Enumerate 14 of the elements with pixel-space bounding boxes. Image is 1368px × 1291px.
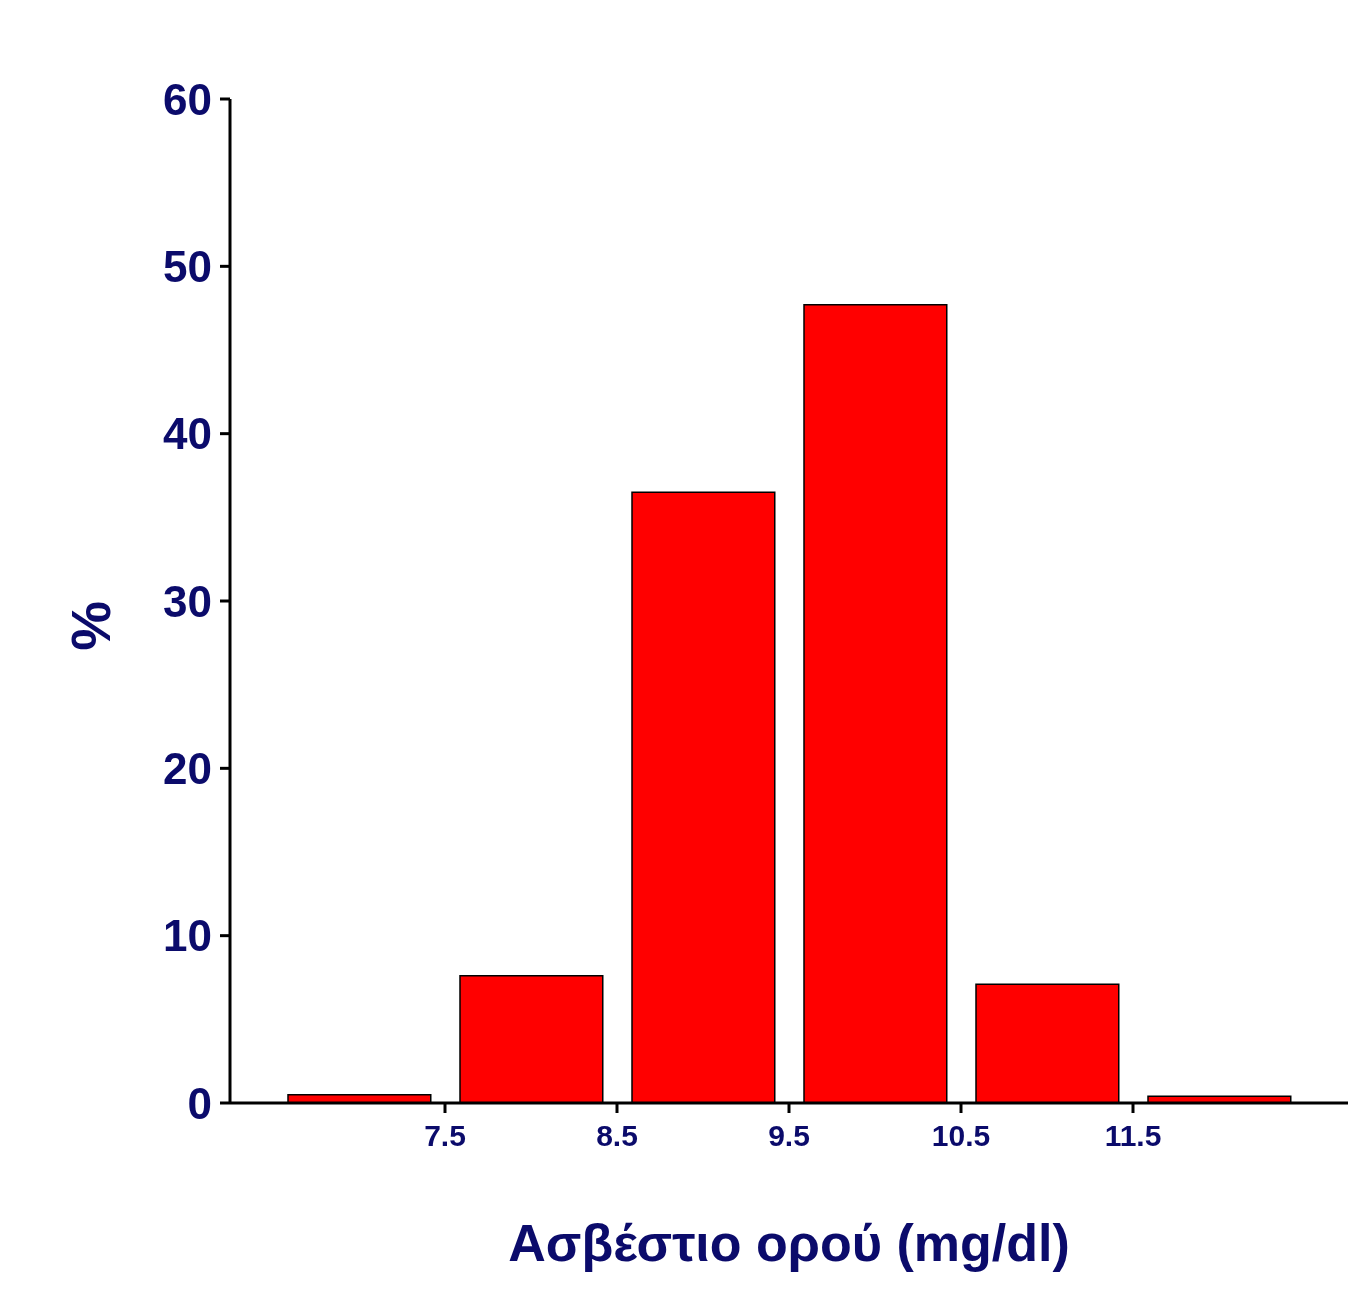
x-tick-label: 7.5 bbox=[424, 1119, 466, 1153]
y-tick-label: 10 bbox=[163, 911, 212, 961]
y-tick-label: 30 bbox=[163, 576, 212, 626]
y-tick-label: 50 bbox=[163, 241, 212, 291]
x-tick-label: 9.5 bbox=[768, 1119, 810, 1153]
y-axis-title: % bbox=[58, 601, 122, 651]
x-tick-label: 11.5 bbox=[1104, 1119, 1162, 1153]
x-tick-label: 8.5 bbox=[596, 1119, 638, 1153]
y-tick-label: 40 bbox=[163, 409, 212, 459]
y-tick-label: 0 bbox=[187, 1078, 212, 1128]
x-tick-label: 10.5 bbox=[931, 1119, 991, 1153]
y-tick-label: 20 bbox=[163, 743, 212, 793]
x-axis-title: Ασβέστιο ορού (mg/dl) bbox=[508, 1214, 1070, 1272]
y-tick-label: 60 bbox=[163, 74, 212, 124]
